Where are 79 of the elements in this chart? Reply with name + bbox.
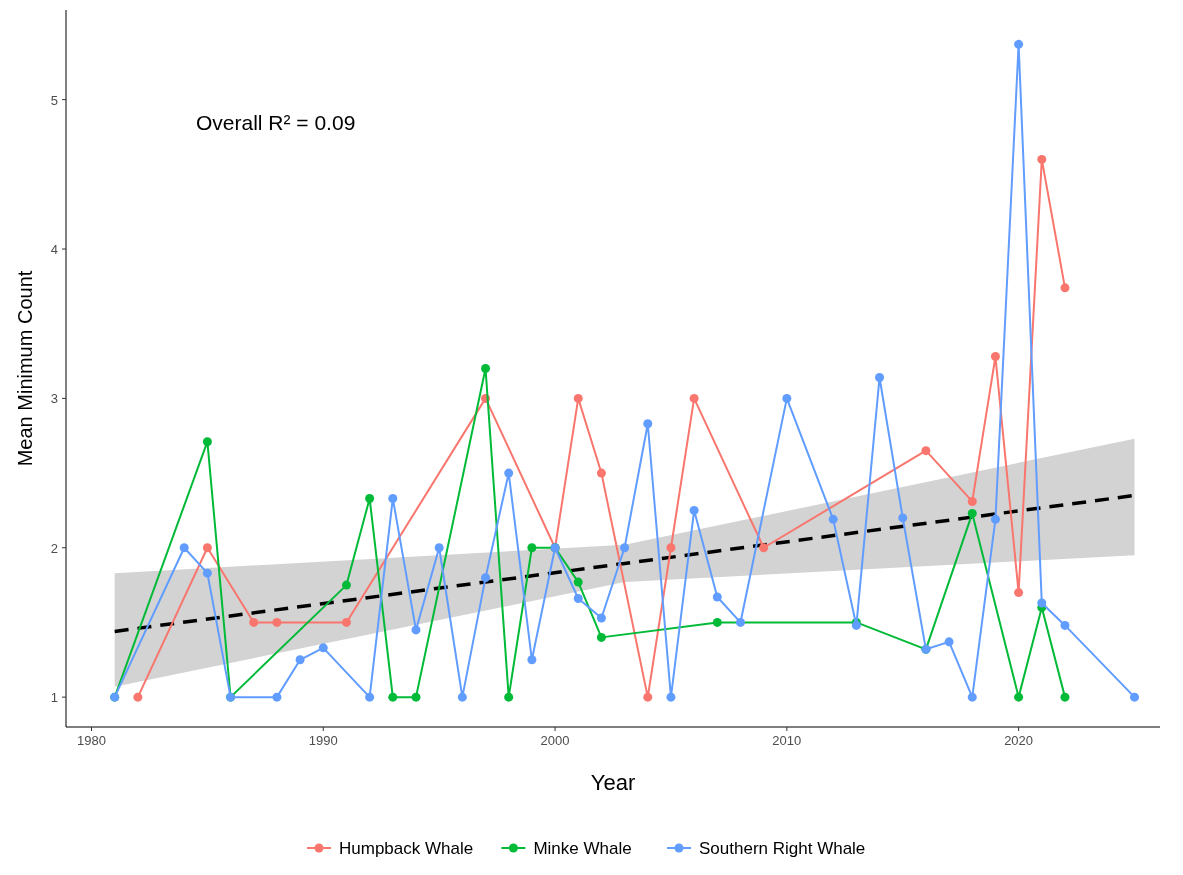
y-tick-label: 5 (50, 92, 58, 108)
point (388, 493, 398, 503)
point (249, 617, 259, 627)
point (481, 573, 491, 583)
y-tick-label: 1 (50, 690, 58, 706)
point (666, 692, 676, 702)
point (1014, 588, 1024, 598)
point (295, 655, 305, 665)
point (179, 543, 189, 553)
point (689, 393, 699, 403)
point (596, 613, 606, 623)
point (573, 577, 583, 587)
point (527, 655, 537, 665)
point (1014, 692, 1024, 702)
point (411, 692, 421, 702)
point (388, 692, 398, 702)
point (1037, 154, 1047, 164)
point (712, 592, 722, 602)
x-axis-title: Year (590, 770, 636, 795)
point (990, 514, 1000, 524)
point (365, 692, 375, 702)
legend-label: Humpback Whale (339, 839, 474, 858)
point (875, 372, 885, 382)
legend-label: Southern Right Whale (699, 839, 866, 858)
point (527, 543, 537, 553)
point (898, 513, 908, 523)
point (782, 393, 792, 403)
point (133, 692, 143, 702)
point (318, 643, 328, 653)
point (1060, 283, 1070, 293)
point (689, 505, 699, 515)
point (573, 594, 583, 604)
y-tick-label: 4 (50, 242, 58, 257)
point (341, 617, 351, 627)
point (1037, 598, 1047, 608)
point (944, 637, 954, 647)
y-tick-label: 2 (50, 540, 58, 556)
y-tick-label: 3 (50, 391, 58, 407)
point (828, 514, 838, 524)
annotation: Overall R² = 0.09 (196, 111, 356, 134)
point (202, 543, 212, 553)
point (735, 617, 745, 627)
point (481, 364, 491, 373)
point (1060, 692, 1070, 702)
x-tick-label: 1990 (308, 733, 338, 748)
point (1014, 39, 1024, 49)
point (967, 692, 977, 702)
legend-label: Minke Whale (533, 839, 632, 858)
x-tick-label: 2020 (1004, 733, 1034, 748)
point (967, 496, 977, 506)
point (573, 393, 583, 403)
point (434, 543, 444, 553)
point (457, 692, 467, 702)
point (990, 352, 1000, 362)
point (272, 617, 282, 627)
point (921, 446, 931, 456)
point (272, 692, 282, 702)
point (341, 580, 351, 590)
point (712, 617, 722, 627)
point (202, 437, 212, 447)
point (202, 568, 212, 578)
point (504, 468, 514, 478)
point (411, 625, 421, 635)
point (596, 632, 606, 642)
point (504, 692, 514, 702)
point (1130, 692, 1139, 702)
x-tick-label: 2000 (540, 733, 570, 748)
point (365, 493, 375, 503)
point (596, 468, 606, 478)
y-axis-title: Mean Minimum Count (14, 270, 36, 467)
point (620, 543, 630, 553)
point (643, 419, 653, 429)
point (1060, 620, 1070, 630)
point (967, 508, 977, 518)
x-tick-label: 1980 (77, 733, 106, 748)
point (666, 543, 676, 553)
point (759, 543, 769, 553)
x-tick-label: 2010 (772, 733, 802, 748)
point (643, 692, 653, 702)
